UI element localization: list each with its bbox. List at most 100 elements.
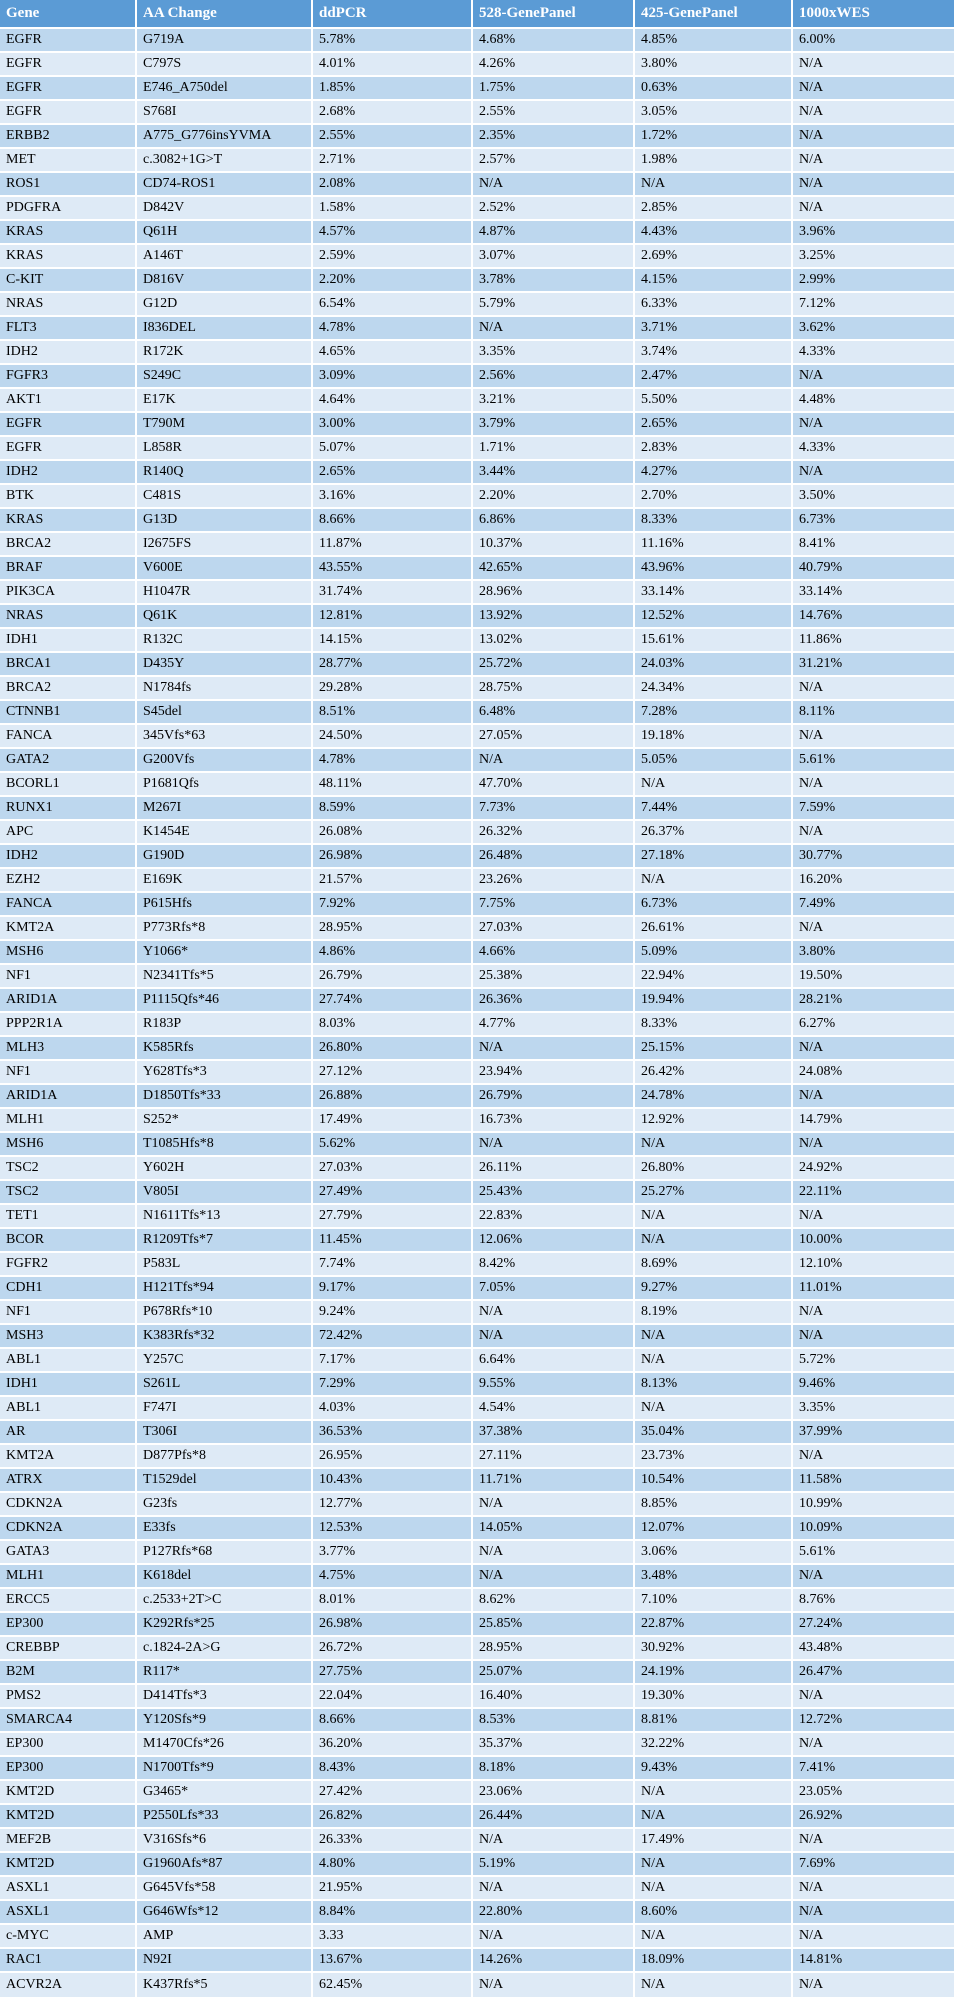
gene-cell: EGFR bbox=[0, 101, 137, 125]
1000xwes-value-cell: 22.11% bbox=[793, 1181, 954, 1205]
gene-cell: ABL1 bbox=[0, 1397, 137, 1421]
col-header-ddpcr: ddPCR bbox=[313, 0, 473, 29]
gene-cell: FGFR3 bbox=[0, 365, 137, 389]
ddpcr-value-cell: 5.78% bbox=[313, 29, 473, 53]
ddpcr-value-cell: 4.78% bbox=[313, 317, 473, 341]
425-genepanel-value-cell: 4.85% bbox=[635, 29, 793, 53]
ddpcr-value-cell: 24.50% bbox=[313, 725, 473, 749]
425-genepanel-value-cell: 8.33% bbox=[635, 509, 793, 533]
ddpcr-value-cell: 8.51% bbox=[313, 701, 473, 725]
425-genepanel-value-cell: 24.19% bbox=[635, 1661, 793, 1685]
aa-change-cell: S252* bbox=[137, 1109, 313, 1133]
table-row: APC K1454E 26.08% 26.32% 26.37% N/A bbox=[0, 821, 954, 845]
gene-cell: MSH6 bbox=[0, 1133, 137, 1157]
528-genepanel-value-cell: N/A bbox=[473, 1037, 635, 1061]
aa-change-cell: R140Q bbox=[137, 461, 313, 485]
table-row: PPP2R1A R183P 8.03% 4.77% 8.33% 6.27% bbox=[0, 1013, 954, 1037]
ddpcr-value-cell: 26.80% bbox=[313, 1037, 473, 1061]
ddpcr-value-cell: 13.67% bbox=[313, 1949, 473, 1973]
aa-change-cell: Y1066* bbox=[137, 941, 313, 965]
1000xwes-value-cell: 6.27% bbox=[793, 1013, 954, 1037]
425-genepanel-value-cell: 2.85% bbox=[635, 197, 793, 221]
gene-cell: BRAF bbox=[0, 557, 137, 581]
aa-change-cell: T790M bbox=[137, 413, 313, 437]
gene-cell: MLH3 bbox=[0, 1037, 137, 1061]
425-genepanel-value-cell: N/A bbox=[635, 1349, 793, 1373]
gene-cell: KMT2A bbox=[0, 1445, 137, 1469]
header-row: Gene AA Change ddPCR 528-GenePanel 425-G… bbox=[0, 0, 954, 29]
gene-cell: PDGFRA bbox=[0, 197, 137, 221]
table-row: B2M R117* 27.75% 25.07% 24.19% 26.47% bbox=[0, 1661, 954, 1685]
1000xwes-value-cell: N/A bbox=[793, 725, 954, 749]
1000xwes-value-cell: 7.69% bbox=[793, 1853, 954, 1877]
gene-cell: IDH2 bbox=[0, 845, 137, 869]
528-genepanel-value-cell: 2.20% bbox=[473, 485, 635, 509]
gene-cell: RUNX1 bbox=[0, 797, 137, 821]
528-genepanel-value-cell: N/A bbox=[473, 1565, 635, 1589]
aa-change-cell: G13D bbox=[137, 509, 313, 533]
table-row: KRAS A146T 2.59% 3.07% 2.69% 3.25% bbox=[0, 245, 954, 269]
425-genepanel-value-cell: 11.16% bbox=[635, 533, 793, 557]
1000xwes-value-cell: 37.99% bbox=[793, 1421, 954, 1445]
aa-change-cell: D435Y bbox=[137, 653, 313, 677]
table-row: PIK3CA H1047R 31.74% 28.96% 33.14% 33.14… bbox=[0, 581, 954, 605]
425-genepanel-value-cell: 8.85% bbox=[635, 1493, 793, 1517]
1000xwes-value-cell: 4.33% bbox=[793, 341, 954, 365]
table-row: AR T306I 36.53% 37.38% 35.04% 37.99% bbox=[0, 1421, 954, 1445]
528-genepanel-value-cell: 8.53% bbox=[473, 1709, 635, 1733]
ddpcr-value-cell: 26.95% bbox=[313, 1445, 473, 1469]
ddpcr-value-cell: 8.59% bbox=[313, 797, 473, 821]
aa-change-cell: G719A bbox=[137, 29, 313, 53]
528-genepanel-value-cell: 26.44% bbox=[473, 1805, 635, 1829]
528-genepanel-value-cell: 27.03% bbox=[473, 917, 635, 941]
ddpcr-value-cell: 10.43% bbox=[313, 1469, 473, 1493]
1000xwes-value-cell: 10.09% bbox=[793, 1517, 954, 1541]
table-row: EP300 M1470Cfs*26 36.20% 35.37% 32.22% N… bbox=[0, 1733, 954, 1757]
528-genepanel-value-cell: 3.21% bbox=[473, 389, 635, 413]
1000xwes-value-cell: N/A bbox=[793, 1565, 954, 1589]
ddpcr-value-cell: 8.66% bbox=[313, 509, 473, 533]
ddpcr-value-cell: 4.86% bbox=[313, 941, 473, 965]
col-header-1000xwes: 1000xWES bbox=[793, 0, 954, 29]
ddpcr-value-cell: 14.15% bbox=[313, 629, 473, 653]
528-genepanel-value-cell: 2.35% bbox=[473, 125, 635, 149]
425-genepanel-value-cell: 1.72% bbox=[635, 125, 793, 149]
528-genepanel-value-cell: 3.35% bbox=[473, 341, 635, 365]
table-row: ASXL1 G645Vfs*58 21.95% N/A N/A N/A bbox=[0, 1877, 954, 1901]
gene-cell: C-KIT bbox=[0, 269, 137, 293]
gene-cell: PPP2R1A bbox=[0, 1013, 137, 1037]
1000xwes-value-cell: N/A bbox=[793, 1925, 954, 1949]
aa-change-cell: E746_A750del bbox=[137, 77, 313, 101]
ddpcr-value-cell: 4.78% bbox=[313, 749, 473, 773]
1000xwes-value-cell: 8.11% bbox=[793, 701, 954, 725]
528-genepanel-value-cell: 4.54% bbox=[473, 1397, 635, 1421]
528-genepanel-value-cell: 6.64% bbox=[473, 1349, 635, 1373]
aa-change-cell: L858R bbox=[137, 437, 313, 461]
1000xwes-value-cell: N/A bbox=[793, 1085, 954, 1109]
1000xwes-value-cell: 3.96% bbox=[793, 221, 954, 245]
table-row: ERBB2 A775_G776insYVMA 2.55% 2.35% 1.72%… bbox=[0, 125, 954, 149]
1000xwes-value-cell: N/A bbox=[793, 197, 954, 221]
ddpcr-value-cell: 7.92% bbox=[313, 893, 473, 917]
aa-change-cell: R132C bbox=[137, 629, 313, 653]
ddpcr-value-cell: 26.79% bbox=[313, 965, 473, 989]
425-genepanel-value-cell: 8.19% bbox=[635, 1301, 793, 1325]
table-row: EGFR C797S 4.01% 4.26% 3.80% N/A bbox=[0, 53, 954, 77]
gene-cell: NF1 bbox=[0, 965, 137, 989]
gene-cell: EP300 bbox=[0, 1757, 137, 1781]
aa-change-cell: N1611Tfs*13 bbox=[137, 1205, 313, 1229]
ddpcr-value-cell: 9.24% bbox=[313, 1301, 473, 1325]
528-genepanel-value-cell: 2.52% bbox=[473, 197, 635, 221]
gene-cell: MLH1 bbox=[0, 1109, 137, 1133]
ddpcr-value-cell: 26.08% bbox=[313, 821, 473, 845]
1000xwes-value-cell: 26.92% bbox=[793, 1805, 954, 1829]
gene-cell: NRAS bbox=[0, 605, 137, 629]
1000xwes-value-cell: N/A bbox=[793, 917, 954, 941]
table-row: EP300 N1700Tfs*9 8.43% 8.18% 9.43% 7.41% bbox=[0, 1757, 954, 1781]
ddpcr-value-cell: 9.17% bbox=[313, 1277, 473, 1301]
1000xwes-value-cell: 10.99% bbox=[793, 1493, 954, 1517]
gene-cell: MSH6 bbox=[0, 941, 137, 965]
528-genepanel-value-cell: 47.70% bbox=[473, 773, 635, 797]
528-genepanel-value-cell: 26.11% bbox=[473, 1157, 635, 1181]
gene-cell: TSC2 bbox=[0, 1181, 137, 1205]
